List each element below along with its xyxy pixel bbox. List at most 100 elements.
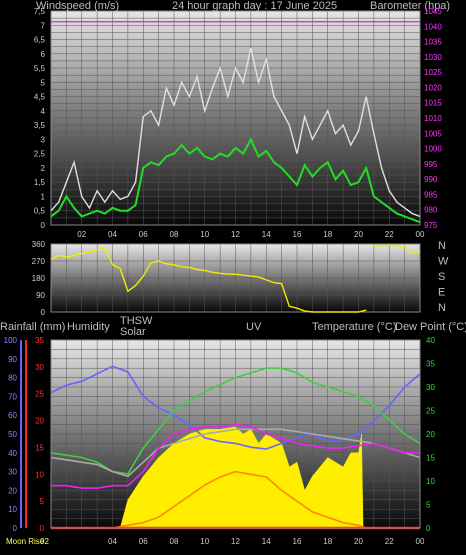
temperature-tick: 40 — [426, 336, 435, 345]
barometer-tick: 975 — [424, 221, 438, 230]
barometer-tick: 1045 — [424, 7, 442, 16]
barometer-label: Barometer (hpa) — [370, 0, 450, 12]
series-line-dew-point — [50, 428, 421, 478]
direction-y-tick: 180 — [32, 274, 46, 283]
wind-x-tick: 16 — [293, 230, 302, 239]
wind-y-tick: 3,5 — [34, 121, 46, 130]
climate-x-tick: 22 — [385, 537, 394, 546]
temperature-tick: 35 — [426, 360, 435, 369]
wind-y-tick: 4 — [41, 107, 46, 116]
humidity-tick: 60 — [8, 411, 17, 420]
climate-axis-label: UV — [246, 321, 262, 333]
wind-x-tick: 00 — [416, 230, 425, 239]
climate-axis-label: Solar — [120, 326, 146, 338]
barometer-tick: 980 — [424, 206, 438, 215]
compass-label: S — [438, 271, 445, 283]
wind-y-tick: 3 — [41, 135, 46, 144]
climate-axis-label: Humidity — [67, 321, 110, 333]
climate-x-tick: 00 — [416, 537, 425, 546]
wind-x-tick: 04 — [108, 230, 117, 239]
wind-y-tick: 7,5 — [34, 7, 46, 16]
rain-tick: 15 — [35, 443, 44, 452]
climate-x-tick: 18 — [323, 537, 332, 546]
wind-y-tick: 1,5 — [34, 178, 46, 187]
climate-axis-label: Rainfall (mm) — [0, 321, 65, 333]
wind-x-tick: 08 — [170, 230, 179, 239]
wind-y-tick: 4,5 — [34, 93, 46, 102]
series-line-gust — [50, 47, 421, 218]
humidity-tick: 10 — [8, 505, 17, 514]
wind-x-tick: 18 — [323, 230, 332, 239]
chart-title: 24 hour graph day : 17 June 2025 — [172, 0, 337, 12]
wind-y-tick: 0 — [41, 221, 46, 230]
climate-axis-label: Dew Point (°C) — [395, 321, 466, 333]
climate-axis-label: THSW — [120, 315, 153, 327]
compass-label: W — [438, 256, 449, 268]
wind-y-tick: 6,5 — [34, 36, 46, 45]
climate-axis-label: Temperature (°C) — [312, 321, 396, 333]
humidity-tick: 0 — [13, 524, 18, 533]
temperature-tick: 10 — [426, 477, 435, 486]
barometer-tick: 1030 — [424, 53, 442, 62]
climate-x-tick: 20 — [354, 537, 363, 546]
direction-y-tick: 270 — [32, 257, 46, 266]
series-line-uv — [112, 470, 367, 529]
compass-label: E — [438, 287, 445, 299]
humidity-tick: 100 — [4, 336, 18, 345]
series-line-wind — [50, 137, 421, 224]
wind-y-tick: 2 — [41, 164, 46, 173]
climate-plot-border — [50, 339, 421, 529]
wind-plot-border — [50, 10, 421, 226]
wind-y-tick: 0,5 — [34, 207, 46, 216]
barometer-tick: 1005 — [424, 129, 442, 138]
moon-rise-label: Moon Rise — [6, 537, 45, 546]
humidity-tick: 30 — [8, 468, 17, 477]
climate-x-tick: 10 — [200, 537, 209, 546]
barometer-tick: 995 — [424, 160, 438, 169]
climate-x-tick: 16 — [293, 537, 302, 546]
series-line-humidity — [50, 365, 421, 450]
barometer-tick: 985 — [424, 190, 438, 199]
barometer-tick: 1040 — [424, 22, 442, 31]
barometer-tick: 1020 — [424, 83, 442, 92]
barometer-tick: 990 — [424, 175, 438, 184]
wind-x-tick: 06 — [139, 230, 148, 239]
climate-x-tick: 08 — [170, 537, 179, 546]
wind-x-tick: 14 — [262, 230, 271, 239]
temperature-tick: 15 — [426, 454, 435, 463]
climate-x-tick: 04 — [108, 537, 117, 546]
rain-tick: 20 — [35, 417, 44, 426]
temperature-tick: 30 — [426, 383, 435, 392]
direction-y-tick: 90 — [36, 291, 45, 300]
temperature-tick: 20 — [426, 430, 435, 439]
barometer-tick: 1010 — [424, 114, 442, 123]
barometer-tick: 1035 — [424, 38, 442, 47]
climate-x-tick: 14 — [262, 537, 271, 546]
direction-y-tick: 0 — [41, 308, 46, 317]
humidity-tick: 50 — [8, 430, 17, 439]
temperature-tick: 5 — [426, 501, 431, 510]
series-line-thsw — [51, 423, 420, 489]
rain-tick: 0 — [40, 524, 45, 533]
wind-y-tick: 2,5 — [34, 150, 46, 159]
wind-ylabel: Windspeed (m/s) — [36, 0, 119, 12]
rain-tick: 25 — [35, 390, 44, 399]
climate-x-tick: 06 — [139, 537, 148, 546]
series-line-wind-direction — [373, 244, 421, 255]
wind-y-tick: 6 — [41, 50, 46, 59]
wind-y-tick: 7 — [41, 21, 46, 30]
series-line-wind-direction — [50, 246, 367, 313]
barometer-tick: 1025 — [424, 68, 442, 77]
temperature-tick: 0 — [426, 524, 431, 533]
compass-label: N — [438, 302, 446, 314]
humidity-tick: 40 — [8, 449, 17, 458]
wind-y-tick: 5 — [41, 78, 46, 87]
rain-tick: 30 — [35, 363, 44, 372]
rain-tick: 35 — [35, 336, 44, 345]
wind-y-tick: 5,5 — [34, 64, 46, 73]
wind-x-tick: 02 — [77, 230, 86, 239]
barometer-tick: 1000 — [424, 145, 442, 154]
wind-x-tick: 20 — [354, 230, 363, 239]
